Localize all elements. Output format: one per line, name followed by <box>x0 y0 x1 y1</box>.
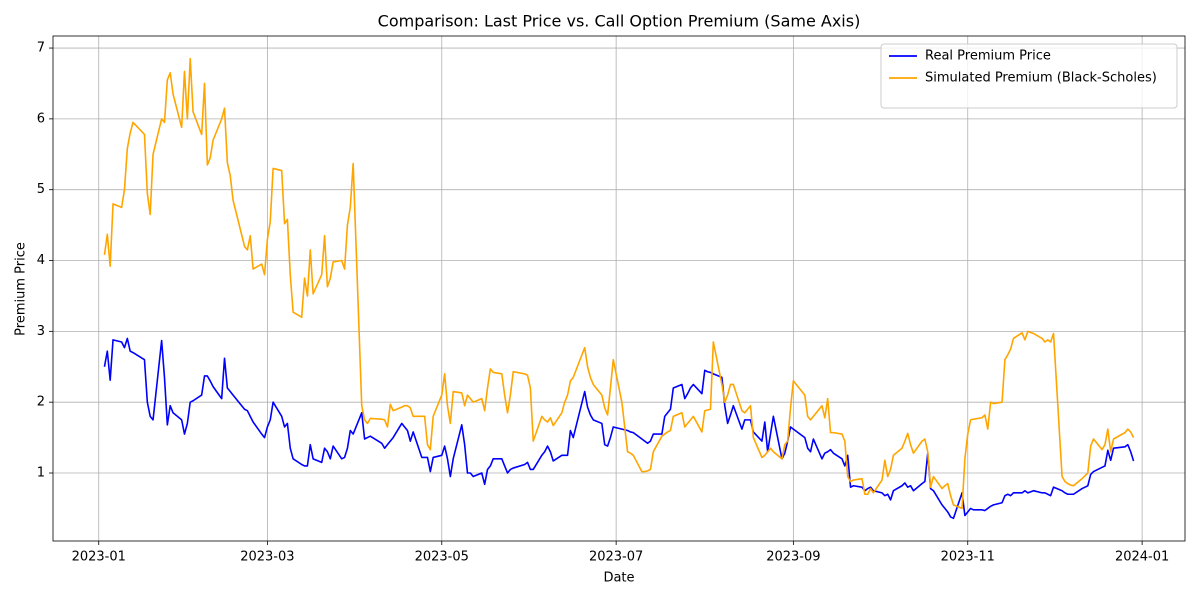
x-tick-label: 2023-05 <box>415 550 469 565</box>
legend-box <box>880 43 1178 109</box>
legend: Real Premium Price Simulated Premium (Bla… <box>880 43 1178 109</box>
y-axis-label: Premium Price <box>14 242 29 336</box>
x-tick-label: 2023-01 <box>72 550 126 565</box>
legend-label: Simulated Premium (Black-Scholes) <box>925 71 1157 86</box>
line-series <box>103 57 1135 510</box>
y-tick-label: 4 <box>37 253 45 268</box>
plot-frame <box>52 35 1186 542</box>
y-tick-label: 2 <box>37 395 45 410</box>
x-tick-label: 2023-07 <box>589 550 643 565</box>
y-tick-label: 6 <box>37 111 45 126</box>
x-tick-label: 2024-01 <box>1115 550 1169 565</box>
x-axis-label: Date <box>603 571 634 586</box>
x-tick-label: 2023-11 <box>941 550 995 565</box>
x-tick-label: 2023-03 <box>240 550 294 565</box>
legend-label: Real Premium Price <box>925 49 1051 64</box>
x-tick-label: 2023-09 <box>766 550 820 565</box>
y-tick-label: 5 <box>37 182 45 197</box>
chart-title: Comparison: Last Price vs. Call Option P… <box>378 12 861 31</box>
y-tick-label: 7 <box>37 41 45 56</box>
y-tick-label: 3 <box>37 324 45 339</box>
y-tick-label: 1 <box>37 466 45 481</box>
